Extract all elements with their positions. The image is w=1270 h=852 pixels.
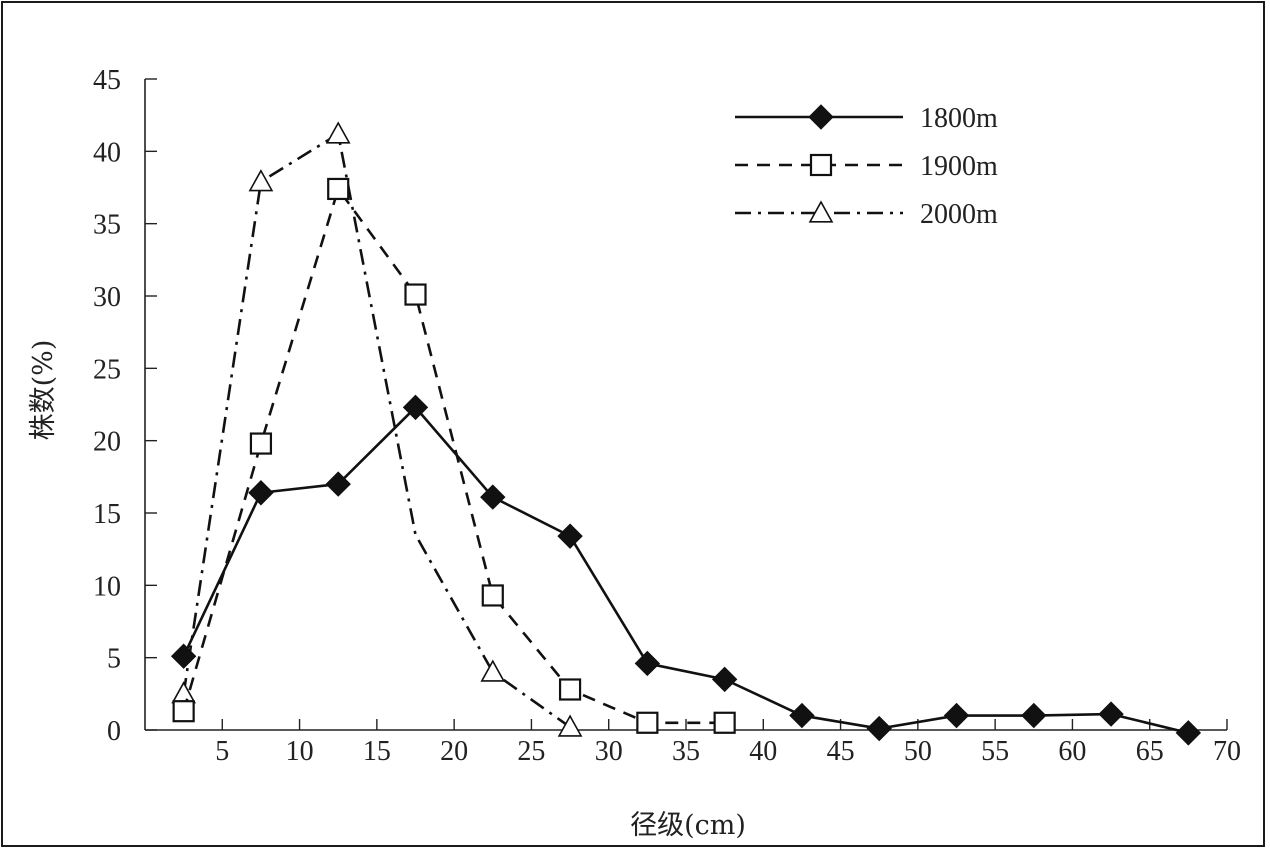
y-tick-label: 0: [107, 716, 121, 747]
y-tick-label: 20: [93, 427, 121, 458]
x-tick-label: 30: [595, 736, 623, 767]
x-tick-label: 5: [215, 736, 229, 767]
data-point-1900m: [481, 584, 504, 607]
x-tick-label: 60: [1058, 736, 1086, 767]
data-point-1900m: [327, 177, 350, 201]
y-tick-label: 5: [107, 644, 121, 675]
data-point-1800m: [325, 471, 351, 497]
data-point-1800m: [789, 702, 815, 729]
x-tick-label: 50: [904, 736, 932, 767]
legend-label: 2000m: [920, 199, 998, 230]
x-tick-label: 55: [981, 736, 1009, 767]
legend: 1800m 1900m 2000m: [735, 103, 998, 230]
data-point-1800m: [1175, 720, 1202, 746]
y-tick-label: 10: [93, 571, 121, 602]
data-point-2000m: [480, 659, 506, 682]
data-point-1900m: [404, 283, 427, 306]
y-tick-label: 40: [93, 137, 121, 168]
series-layer: [170, 121, 1202, 746]
data-point-1800m: [402, 394, 429, 421]
x-tick-label: 10: [286, 736, 314, 767]
y-tick-label: 25: [93, 354, 121, 385]
series-2000m: [171, 121, 583, 737]
y-tick-label: 15: [93, 499, 121, 530]
data-point-1800m: [1098, 701, 1124, 727]
data-point-1800m: [248, 480, 274, 506]
data-point-1800m: [943, 702, 970, 729]
legend-label: 1800m: [920, 103, 998, 134]
data-point-1800m: [711, 666, 738, 693]
x-tick-label: 15: [363, 736, 391, 767]
legend-item-1900m: 1900m: [735, 151, 998, 182]
x-axis-title: 径级(cm): [630, 810, 746, 841]
legend-marker: [808, 200, 834, 223]
series-line-2000m: [182, 132, 571, 729]
series-line-1900m: [182, 187, 725, 725]
legend-item-1800m: 1800m: [735, 103, 998, 134]
data-point-1900m: [249, 432, 273, 455]
data-point-2000m: [248, 169, 274, 192]
series-1900m: [172, 177, 736, 734]
data-point-1900m: [713, 711, 736, 734]
y-tick-label: 30: [93, 282, 121, 313]
data-point-1900m: [636, 711, 659, 734]
data-point-1800m: [557, 523, 583, 549]
data-point-1800m: [634, 650, 661, 677]
series-1800m: [170, 394, 1202, 746]
data-point-1800m: [1021, 702, 1047, 729]
data-point-1800m: [170, 643, 197, 669]
legend-item-2000m: 2000m: [735, 199, 998, 230]
y-tick-label: 35: [93, 210, 121, 241]
x-tick-label: 45: [827, 736, 855, 767]
data-point-1900m: [558, 678, 582, 701]
x-tick-label: 20: [440, 736, 468, 767]
x-tick-label: 35: [672, 736, 700, 767]
y-axis-title: 株数(%): [28, 340, 59, 441]
data-point-1800m: [866, 715, 892, 742]
x-tick-label: 25: [517, 736, 545, 767]
data-point-1800m: [480, 484, 506, 510]
x-tick-label: 40: [749, 736, 777, 767]
data-point-1900m: [172, 700, 195, 723]
legend-marker: [809, 153, 833, 177]
legend-marker: [808, 104, 834, 130]
x-tick-label: 65: [1136, 736, 1164, 767]
data-point-2000m: [557, 714, 583, 737]
y-tick-label: 45: [93, 65, 121, 96]
axes: 0 5 10 15 20 25 30 35 40 45 5 10 15 20 25 30 35 40 45 50 55 6…: [93, 65, 1241, 767]
legend-label: 1900m: [920, 151, 998, 182]
series-line-1800m: [182, 406, 1189, 735]
x-tick-label: 70: [1213, 736, 1241, 767]
data-point-2000m: [325, 121, 351, 144]
